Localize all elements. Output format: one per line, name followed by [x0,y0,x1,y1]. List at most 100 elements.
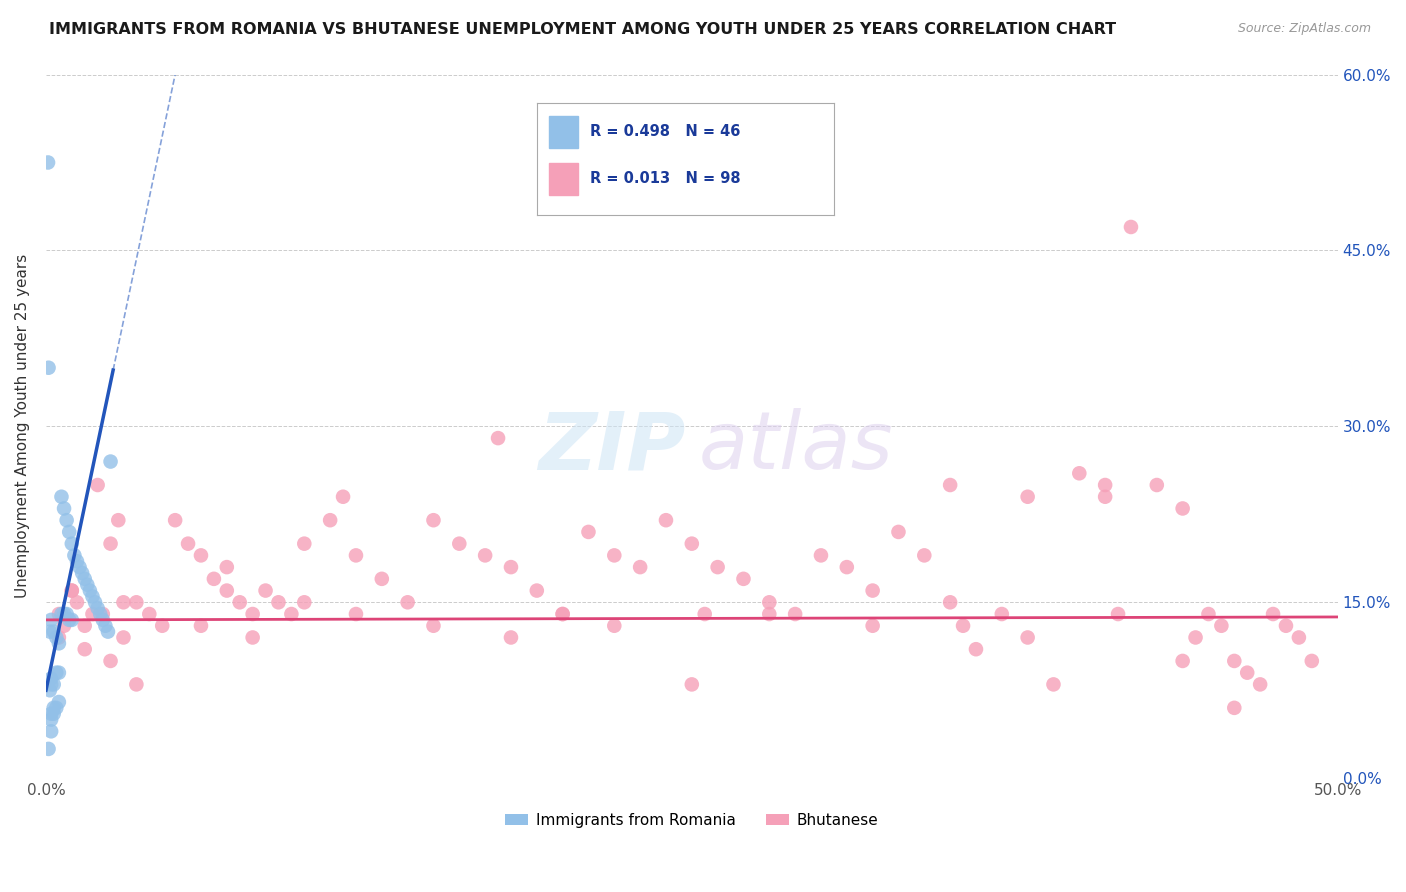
Point [39,713,62,727]
Point [1017,631,1039,645]
Point [603,619,626,633]
Point [965,642,987,657]
Point [39,677,62,691]
Point [1223,701,1246,715]
Point [177,536,200,550]
Point [84,595,107,609]
Point [422,513,444,527]
Point [1301,654,1323,668]
Point [887,524,910,539]
Point [991,607,1014,621]
Point [1017,490,1039,504]
Point [1146,478,1168,492]
Point [628,560,651,574]
Point [396,595,419,609]
Point [1288,631,1310,645]
Point [125,677,148,691]
Point [42,701,65,715]
Point [60,583,83,598]
Point [100,654,122,668]
Point [215,583,238,598]
Point [76,577,98,591]
Point [39,613,62,627]
Point [38,683,60,698]
Point [551,607,574,621]
Point [150,619,173,633]
Point [125,595,148,609]
Point [449,536,471,550]
Point [1198,607,1220,621]
Point [42,677,65,691]
Point [37,155,59,169]
Point [1069,467,1091,481]
Point [422,619,444,633]
Point [486,431,509,445]
Point [1275,619,1298,633]
Point [73,572,96,586]
Point [89,607,111,621]
Point [280,607,302,621]
Point [1094,490,1116,504]
Point [862,583,884,598]
Text: atlas: atlas [699,409,893,486]
Point [66,554,89,568]
Point [474,549,496,563]
Point [138,607,160,621]
Point [112,631,135,645]
Point [758,607,780,621]
Point [939,478,962,492]
Point [681,536,703,550]
Point [100,454,122,468]
Point [603,549,626,563]
Point [319,513,342,527]
Point [38,360,60,375]
Point [499,560,522,574]
Point [1119,219,1142,234]
Point [797,161,820,176]
Point [1184,631,1206,645]
Point [38,624,60,639]
Point [63,549,86,563]
Point [215,560,238,574]
Point [190,549,212,563]
Point [53,619,76,633]
Text: IMMIGRANTS FROM ROMANIA VS BHUTANESE UNEMPLOYMENT AMONG YOUTH UNDER 25 YEARS COR: IMMIGRANTS FROM ROMANIA VS BHUTANESE UNE… [49,22,1116,37]
Point [371,572,394,586]
Point [69,560,91,574]
Point [82,590,104,604]
Point [344,549,367,563]
Point [39,706,62,721]
Point [1094,478,1116,492]
Point [73,642,96,657]
Point [42,706,65,721]
Point [1042,677,1064,691]
Point [835,560,858,574]
Point [42,624,65,639]
Point [952,619,974,633]
Point [112,595,135,609]
Text: ZIP: ZIP [538,409,685,486]
Point [60,613,83,627]
Point [58,613,80,627]
Point [39,672,62,686]
Point [91,613,114,627]
Point [202,572,225,586]
Point [267,595,290,609]
Point [912,549,935,563]
Point [51,490,73,504]
Point [578,524,600,539]
Point [39,724,62,739]
Point [73,619,96,633]
Point [292,536,315,550]
Point [60,583,83,598]
Point [86,478,108,492]
Point [1223,654,1246,668]
Point [332,490,354,504]
Point [55,607,77,621]
Legend: Immigrants from Romania, Bhutanese: Immigrants from Romania, Bhutanese [499,806,884,834]
Point [48,665,70,680]
Point [693,607,716,621]
Point [190,619,212,633]
Point [254,583,277,598]
Point [785,607,807,621]
